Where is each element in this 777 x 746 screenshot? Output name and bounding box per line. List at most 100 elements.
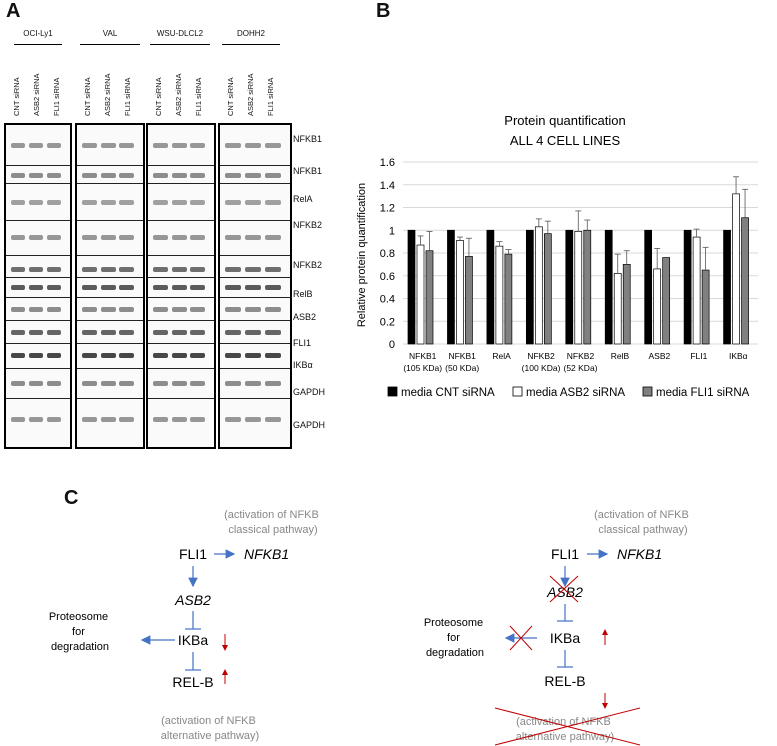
degradation-cross-mark xyxy=(509,625,533,651)
bar xyxy=(692,236,701,345)
blot-band xyxy=(245,235,262,240)
classical-line: classical pathway) xyxy=(228,524,317,536)
bar xyxy=(653,268,662,345)
blot-strip-divider xyxy=(220,165,290,166)
classical-line: (activation of NFKB xyxy=(224,509,319,521)
blot-band xyxy=(153,200,168,205)
blot-band xyxy=(47,330,62,335)
blot-strip-divider xyxy=(148,220,214,221)
bar xyxy=(504,253,513,345)
x-tick-label: NFKB1 xyxy=(448,351,476,361)
blot-band xyxy=(82,173,97,178)
bar xyxy=(604,229,613,345)
protein-label: GAPDH xyxy=(293,420,326,430)
legend-label: media CNT siRNA xyxy=(401,387,495,399)
blot-band xyxy=(47,235,62,240)
bar xyxy=(583,229,592,345)
bar xyxy=(456,240,464,345)
blot-band xyxy=(11,353,26,358)
blot-band xyxy=(29,353,44,358)
blot-band xyxy=(11,330,26,335)
pathway-diagram: (activation of NFKB classical pathway) F… xyxy=(49,509,692,746)
blot-strip-divider xyxy=(77,320,143,321)
blot-strip-divider xyxy=(6,343,70,344)
blot-strip-divider xyxy=(77,368,143,369)
blot-band xyxy=(100,285,116,290)
bar xyxy=(465,256,473,345)
blot-strip-divider xyxy=(148,368,214,369)
blot-band xyxy=(190,200,206,205)
blot-band xyxy=(11,417,26,422)
blot-band xyxy=(119,285,135,290)
blot-strip-divider xyxy=(77,343,143,344)
blot-band xyxy=(245,143,262,148)
legend-swatch xyxy=(387,386,398,397)
blot-band xyxy=(29,143,44,148)
chart-title: Protein quantification xyxy=(504,113,625,128)
protein-label: FLI1 xyxy=(293,338,312,348)
blot-band xyxy=(190,235,206,240)
blot-band xyxy=(153,173,168,178)
blot-band xyxy=(82,285,97,290)
relb-label-right: REL-B xyxy=(544,673,585,689)
cell-line-underline xyxy=(14,44,62,45)
alternative-pathway-label: (activation of NFKB alternative pathway) xyxy=(161,715,259,742)
blot-band xyxy=(225,307,242,312)
bar xyxy=(486,229,495,345)
bar xyxy=(662,257,671,345)
bar xyxy=(543,233,552,345)
blot-band xyxy=(119,173,135,178)
condition-label: ASB2 siRNA xyxy=(103,73,112,116)
blot-band xyxy=(47,307,62,312)
alternative-line: alternative pathway) xyxy=(161,730,259,742)
proteosome-label-right: Proteosome for degradation xyxy=(424,617,486,659)
condition-label: ASB2 siRNA xyxy=(32,73,41,116)
blot-band xyxy=(153,267,168,272)
blot-band xyxy=(171,307,187,312)
asb2-cross-mark xyxy=(549,575,579,603)
blot-band xyxy=(100,143,116,148)
x-tick-label: IKBα xyxy=(729,351,748,361)
blot-band xyxy=(225,330,242,335)
blot-band xyxy=(265,417,282,422)
blot-band xyxy=(29,417,44,422)
blot-band xyxy=(245,285,262,290)
blot-band xyxy=(153,353,168,358)
blot-band xyxy=(225,381,242,386)
blot-band xyxy=(11,285,26,290)
blot-band xyxy=(153,330,168,335)
blot-strip-divider xyxy=(148,297,214,298)
blot-band xyxy=(245,353,262,358)
blot-membrane xyxy=(146,123,216,449)
blot-band xyxy=(245,307,262,312)
classical-line: classical pathway) xyxy=(598,524,687,536)
blot-band xyxy=(47,200,62,205)
blot-band xyxy=(171,417,187,422)
classical-pathway-label-right: (activation of NFKB classical pathway) xyxy=(594,509,692,536)
blot-band xyxy=(265,307,282,312)
bar xyxy=(565,229,574,345)
cell-line-label: VAL xyxy=(102,29,118,38)
bar xyxy=(701,269,710,345)
blot-band xyxy=(265,285,282,290)
blot-band xyxy=(190,330,206,335)
blot-band xyxy=(29,285,44,290)
blot-strip-divider xyxy=(77,220,143,221)
blot-membrane xyxy=(4,123,72,449)
legend-swatch xyxy=(512,386,523,397)
bar xyxy=(407,229,416,345)
x-tick-label: NFKB2 xyxy=(527,351,555,361)
blot-band xyxy=(100,353,116,358)
proteosome-line: degradation xyxy=(426,647,484,659)
cell-line-underline xyxy=(222,44,280,45)
condition-label: FLI1 siRNA xyxy=(194,77,203,116)
blot-band xyxy=(100,235,116,240)
alternative-line: alternative pathway) xyxy=(516,731,614,743)
blot-band xyxy=(265,173,282,178)
blot-band xyxy=(265,330,282,335)
blot-strip-divider xyxy=(148,398,214,399)
bar xyxy=(495,245,504,345)
blot-strip-divider xyxy=(77,165,143,166)
bar xyxy=(644,229,653,345)
bar xyxy=(732,193,740,345)
